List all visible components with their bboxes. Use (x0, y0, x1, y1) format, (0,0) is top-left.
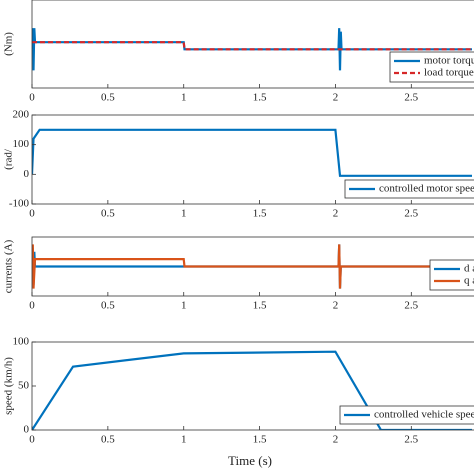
legend-box (344, 179, 474, 199)
legend-label: load torque (424, 67, 474, 79)
y-tick-label: 50 (18, 380, 30, 392)
x-axis-label: Time (s) (228, 453, 272, 468)
x-tick-label: 0.5 (101, 300, 115, 312)
y-axis-label: (Nm) (3, 32, 15, 56)
x-tick-label: 0.5 (101, 434, 115, 446)
legend-label: q axis (464, 275, 474, 287)
x-tick-label: 0 (29, 208, 35, 220)
x-tick-label: 0 (29, 434, 35, 446)
x-tick-label: 2 (333, 92, 339, 104)
legend-label: d axis (464, 263, 474, 275)
x-tick-label: 1 (181, 208, 187, 220)
x-tick-label: 0.5 (101, 208, 115, 220)
x-tick-label: 2.5 (404, 208, 418, 220)
series-line (32, 128, 472, 177)
legend-label: controlled vehicle speed (374, 409, 474, 421)
x-tick-label: 1.5 (253, 434, 267, 446)
x-tick-label: 1.5 (253, 92, 267, 104)
legend-label: motor torque (424, 55, 474, 67)
x-tick-label: 1 (181, 92, 187, 104)
plot-frame (31, 0, 474, 89)
x-tick-label: 2 (333, 300, 339, 312)
y-axis-label: (rad/ (3, 148, 15, 170)
plot-frame (31, 114, 474, 205)
series-line (32, 244, 472, 289)
legend-label: controlled motor speed (379, 183, 474, 195)
x-tick-label: 0 (29, 92, 35, 104)
y-axis-label: currents (A) (3, 239, 15, 293)
y-tick-label: 100 (13, 336, 30, 348)
x-tick-label: 1.5 (253, 300, 267, 312)
plot-frame (31, 236, 474, 297)
y-tick-label: -100 (9, 198, 30, 210)
y-axis-label: speed (km/h) (3, 357, 15, 415)
x-tick-label: 1 (181, 300, 187, 312)
x-tick-label: 1 (181, 434, 187, 446)
x-tick-label: 2.5 (404, 92, 418, 104)
legend-box (429, 259, 474, 291)
series-line (32, 350, 472, 430)
x-tick-label: 2.5 (404, 300, 418, 312)
x-tick-label: 0 (29, 300, 35, 312)
legend-box (389, 51, 474, 83)
x-tick-label: 2 (333, 434, 339, 446)
series-line (32, 41, 472, 51)
legend-box (339, 405, 474, 425)
x-tick-label: 0.5 (101, 92, 115, 104)
y-tick-label: 0 (24, 424, 30, 436)
x-tick-label: 2 (333, 208, 339, 220)
y-tick-label: 100 (13, 138, 30, 150)
x-tick-label: 2.5 (404, 434, 418, 446)
y-tick-label: 0 (24, 168, 30, 180)
x-tick-label: 1.5 (253, 208, 267, 220)
y-tick-label: 200 (13, 109, 30, 121)
